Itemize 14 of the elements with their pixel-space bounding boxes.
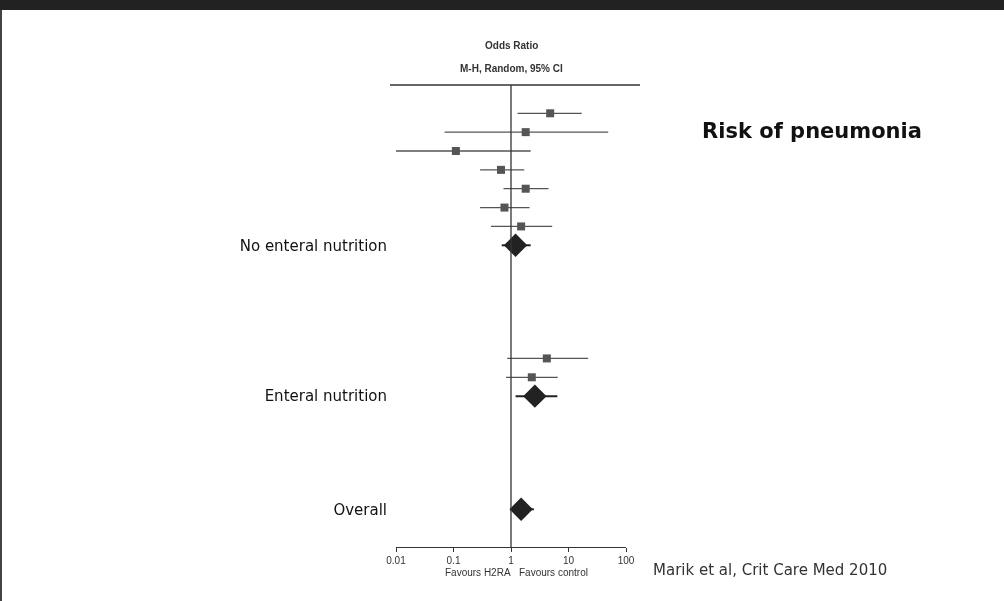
text: Odds Ratio — [485, 40, 539, 51]
y-tick-label: No enteral nutrition — [239, 236, 387, 255]
y-tick-label: Enteral nutrition — [264, 387, 387, 406]
text: Risk of pneumonia — [702, 119, 922, 144]
x-tick-label: 0.1 — [446, 555, 461, 566]
text: Favours H2RA — [445, 567, 511, 578]
x-tick-label: 100 — [617, 555, 635, 566]
text: Marik et al, Crit Care Med 2010 — [653, 561, 888, 579]
x-tick-label: 1 — [508, 555, 515, 566]
text: M-H, Random, 95% CI — [460, 63, 564, 74]
x-tick-label: 0.01 — [386, 555, 407, 566]
text: Favours control — [519, 567, 588, 578]
y-tick-label: Overall — [333, 500, 387, 519]
x-tick-label: 10 — [562, 555, 575, 566]
